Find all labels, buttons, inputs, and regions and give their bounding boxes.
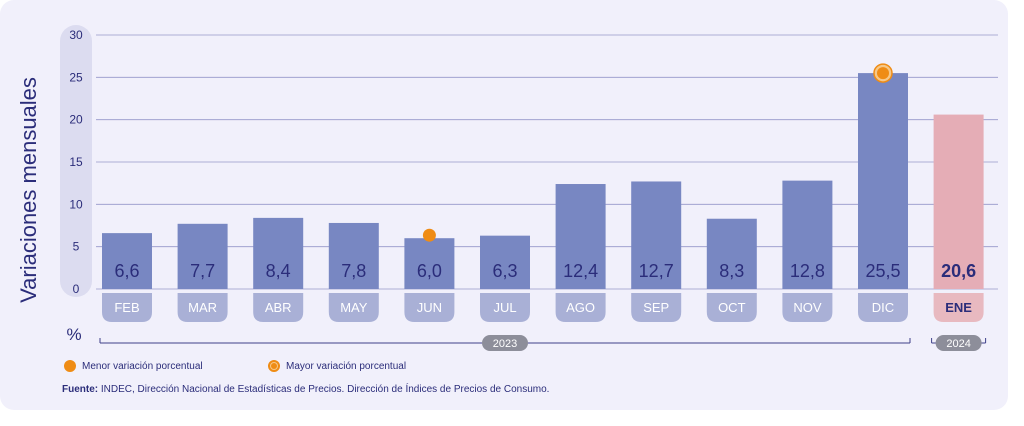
category-pill bbox=[782, 293, 833, 322]
x-tick-label: OCT bbox=[718, 300, 746, 315]
unit-label: % bbox=[66, 325, 81, 344]
year-label: 2024 bbox=[946, 338, 970, 350]
category-pill bbox=[480, 293, 530, 322]
legend-min-label: Menor variación porcentual bbox=[82, 360, 203, 372]
bar bbox=[480, 235, 530, 289]
bar bbox=[404, 238, 455, 289]
x-tick-label: MAR bbox=[188, 300, 217, 315]
max-marker-icon bbox=[268, 360, 280, 372]
category-pill bbox=[102, 293, 152, 322]
y-tick-label: 20 bbox=[69, 113, 83, 127]
category-pill bbox=[631, 293, 682, 322]
x-tick-label: MAY bbox=[340, 300, 368, 315]
bar bbox=[631, 181, 682, 289]
bar bbox=[102, 233, 152, 289]
bar-value-label: 6,6 bbox=[114, 261, 139, 281]
legend-max: Mayor variación porcentual bbox=[268, 360, 406, 372]
x-tick-label: DIC bbox=[872, 300, 894, 315]
bar bbox=[555, 184, 606, 289]
category-pill bbox=[253, 293, 304, 322]
bar bbox=[782, 180, 833, 289]
min-marker bbox=[422, 228, 436, 242]
min-marker-icon bbox=[64, 360, 76, 372]
bar bbox=[253, 217, 304, 289]
category-pill bbox=[328, 293, 379, 322]
x-tick-label: ENE bbox=[945, 300, 972, 315]
category-pill bbox=[177, 293, 228, 322]
year-pill bbox=[935, 335, 982, 351]
bar-value-label: 6,0 bbox=[417, 261, 442, 281]
x-tick-label: SEP bbox=[643, 300, 669, 315]
legend-max-label: Mayor variación porcentual bbox=[286, 360, 407, 372]
y-tick-label: 25 bbox=[69, 70, 83, 84]
bar bbox=[328, 222, 379, 289]
source-note: Fuente: INDEC, Dirección Nacional de Est… bbox=[62, 384, 549, 395]
legend-min: Menor variación porcentual bbox=[64, 360, 203, 372]
x-tick-label: JUN bbox=[417, 300, 442, 315]
y-tick-label: 15 bbox=[69, 155, 83, 169]
bar-value-label: 8,4 bbox=[266, 261, 291, 281]
category-pill bbox=[555, 293, 606, 322]
category-pill bbox=[858, 293, 908, 322]
category-pill bbox=[706, 293, 757, 322]
x-tick-label: ABR bbox=[265, 300, 292, 315]
max-marker bbox=[877, 67, 889, 80]
bar-value-label: 25,5 bbox=[865, 261, 900, 281]
y-tick-label: 5 bbox=[73, 240, 80, 254]
source-prefix: Fuente: bbox=[62, 384, 99, 395]
bar bbox=[933, 114, 984, 289]
category-pill bbox=[933, 293, 984, 322]
bar-value-label: 12,7 bbox=[639, 261, 674, 281]
y-tick-label: 10 bbox=[69, 197, 83, 211]
x-tick-label: AGO bbox=[566, 300, 595, 315]
bar-value-label: 7,8 bbox=[341, 261, 366, 281]
y-axis-label: Variaciones mensuales bbox=[16, 77, 41, 303]
category-pill bbox=[404, 293, 455, 322]
x-tick-label: JUL bbox=[493, 300, 516, 315]
year-pill bbox=[482, 335, 528, 351]
bar bbox=[858, 73, 908, 289]
bar-value-label: 12,8 bbox=[790, 261, 825, 281]
bar-value-label: 8,3 bbox=[719, 261, 744, 281]
y-tick-label: 30 bbox=[69, 28, 83, 42]
x-tick-label: NOV bbox=[793, 300, 822, 315]
bar bbox=[706, 218, 757, 289]
y-tick-label: 0 bbox=[73, 282, 80, 296]
y-axis-strip bbox=[60, 25, 92, 297]
bar-value-label: 7,7 bbox=[190, 261, 215, 281]
bar-value-label: 12,4 bbox=[563, 261, 598, 281]
bar-value-label: 20,6 bbox=[941, 261, 976, 281]
source-text: INDEC, Dirección Nacional de Estadística… bbox=[98, 384, 550, 395]
bar-value-label: 6,3 bbox=[492, 261, 517, 281]
x-tick-label: FEB bbox=[114, 300, 139, 315]
year-label: 2023 bbox=[493, 338, 517, 350]
bar bbox=[177, 223, 228, 289]
